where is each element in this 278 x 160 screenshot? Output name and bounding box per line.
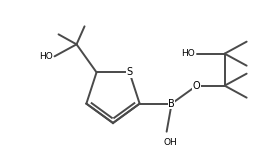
Text: HO: HO: [39, 52, 53, 61]
Text: OH: OH: [164, 138, 178, 147]
Text: B: B: [168, 99, 175, 109]
Text: HO: HO: [181, 49, 195, 58]
Text: S: S: [126, 67, 133, 77]
Text: O: O: [193, 81, 200, 91]
